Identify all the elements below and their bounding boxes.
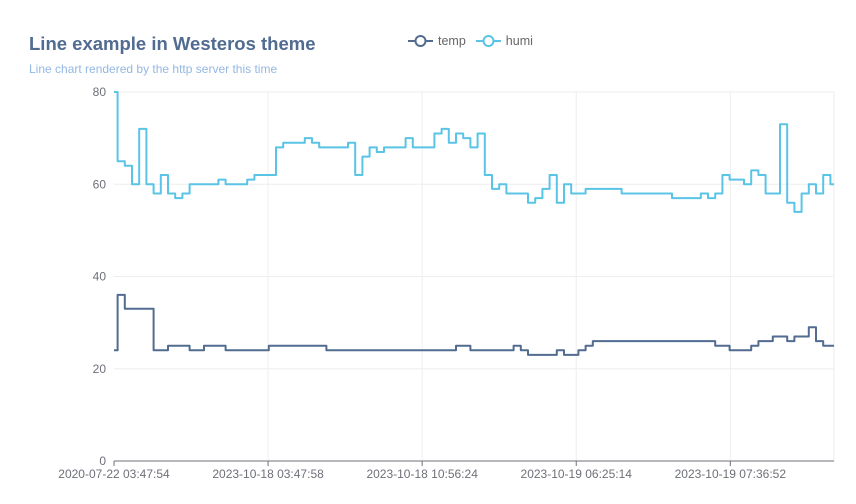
legend-label-temp: temp	[438, 34, 466, 48]
legend-temp-line-circle-icon	[408, 35, 433, 47]
x-tick-label: 2023-10-19 07:36:52	[675, 467, 787, 481]
legend-item-temp[interactable]: temp	[408, 34, 466, 48]
chart-subtitle: Line chart rendered by the http server t…	[29, 62, 278, 76]
y-tick-label: 80	[93, 85, 107, 99]
legend: temp humi	[408, 34, 543, 48]
chart-title: Line example in Westeros theme	[29, 33, 316, 54]
legend-item-humi[interactable]: humi	[475, 34, 533, 48]
series-line-humi	[114, 91, 834, 213]
x-tick-label: 2023-10-18 10:56:24	[366, 467, 478, 481]
legend-label-humi: humi	[505, 34, 533, 48]
y-tick-label: 20	[93, 362, 107, 376]
series-line-temp	[114, 293, 834, 356]
x-tick-label: 2023-10-18 03:47:58	[212, 467, 324, 481]
legend-humi-line-circle-icon	[475, 35, 501, 47]
y-tick-label: 40	[93, 270, 107, 284]
y-tick-label: 60	[93, 177, 107, 191]
x-tick-label: 2020-07-22 03:47:54	[58, 467, 170, 481]
x-tick-label: 2023-10-19 06:25:14	[521, 467, 633, 481]
y-tick-label: 0	[99, 454, 106, 468]
